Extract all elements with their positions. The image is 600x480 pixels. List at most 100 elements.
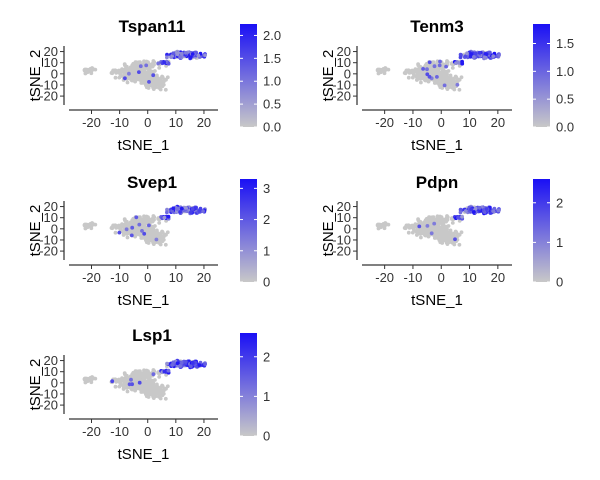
cell-point (114, 379, 119, 384)
x-tick-label: 10 (462, 115, 476, 130)
cell-point (436, 236, 441, 241)
cell-point (166, 61, 171, 66)
cell-point (415, 76, 420, 81)
y-tick-label: -20 (39, 89, 58, 104)
y-tick-label: -20 (332, 89, 351, 104)
cell-point (418, 219, 423, 224)
cell-point (438, 59, 442, 64)
cell-point (482, 55, 487, 60)
cell-point (162, 78, 166, 83)
cell-point (150, 378, 155, 383)
cell-point (93, 376, 98, 381)
feature-panel-svep1: -20 -10 0 10 2020100-10-20Svep1tSNE_1tSNE_20… (27, 173, 270, 309)
cell-point (157, 241, 161, 245)
cell-point (147, 382, 151, 387)
cell-point (428, 226, 433, 231)
cell-point (457, 219, 462, 223)
cell-point (142, 68, 147, 73)
cell-point (440, 228, 445, 233)
cell-point (458, 210, 463, 215)
cell-point (135, 63, 140, 67)
cell-point (416, 217, 420, 222)
cell-point (122, 371, 127, 375)
cell-point (416, 62, 420, 66)
x-tick-label: 20 (491, 115, 505, 130)
cell-point (477, 205, 482, 210)
cell-point (456, 215, 460, 220)
cell-point (151, 63, 156, 68)
cell-point (134, 386, 139, 391)
cell-point (133, 222, 138, 227)
y-tick-label: 0 (344, 221, 351, 236)
x-tick-label: -20 (375, 270, 394, 285)
cell-point (151, 384, 156, 389)
cell-point (126, 71, 131, 76)
colorbar-tick-label: 2 (263, 349, 270, 364)
y-tick-label: 10 (44, 210, 58, 225)
cell-point (143, 390, 147, 395)
cell-point (450, 221, 455, 225)
cell-point (435, 216, 440, 221)
cell-point (469, 207, 474, 212)
cell-point (125, 235, 130, 240)
cell-point (128, 220, 133, 225)
cell-point (83, 223, 87, 228)
cell-point (147, 219, 152, 224)
cell-point (162, 387, 166, 392)
point-layer (82, 358, 208, 401)
cell-point (140, 220, 145, 225)
cell-point (386, 67, 391, 72)
cell-point (449, 231, 453, 235)
cell-point (454, 75, 459, 80)
cell-point (146, 215, 150, 220)
cell-point (425, 224, 430, 228)
x-tick-label: 0 (144, 270, 151, 285)
x-axis-label: tSNE_1 (118, 292, 170, 309)
cell-point (427, 60, 432, 65)
colorbar-tick-label: 1 (556, 235, 563, 250)
cell-point (165, 52, 169, 57)
cell-point (178, 210, 183, 214)
cell-point (430, 66, 435, 71)
cell-point (83, 68, 87, 73)
cell-point (446, 84, 451, 88)
cell-point (454, 230, 459, 235)
cell-point (459, 230, 464, 235)
cell-point (477, 50, 482, 55)
y-tick-label: 10 (44, 55, 58, 70)
cell-point (157, 86, 161, 90)
cell-point (455, 82, 460, 87)
cell-point (440, 73, 445, 78)
cell-point (140, 374, 145, 379)
cell-point (491, 209, 496, 214)
cell-point (406, 75, 411, 80)
feature-panel-tspan11: -20 -10 0 10 2020100-10-20Tspan11tSNE_1tSNE_… (27, 17, 281, 154)
cell-point (418, 75, 423, 80)
cell-point (86, 224, 90, 229)
cell-point (436, 68, 440, 73)
cell-point (165, 361, 169, 366)
cell-point (113, 384, 118, 389)
cell-point (175, 52, 180, 57)
cell-point (159, 79, 164, 84)
cell-point (155, 76, 160, 80)
cell-point (457, 242, 462, 247)
cell-point (455, 233, 460, 238)
cell-point (154, 237, 159, 242)
cell-point (129, 377, 133, 382)
cell-point (408, 70, 412, 75)
colorbar-tick-label: 2 (556, 195, 563, 210)
cell-point (117, 230, 122, 235)
cell-point (473, 51, 478, 56)
cell-point (83, 377, 87, 382)
cell-point (189, 210, 193, 215)
cell-point (122, 62, 127, 66)
cell-point (165, 384, 170, 389)
cell-point (449, 234, 454, 239)
cell-point (140, 229, 144, 233)
cell-point (420, 226, 425, 231)
cell-point (175, 207, 180, 212)
cell-point (460, 214, 464, 219)
cell-point (113, 230, 118, 235)
x-tick-label: -20 (82, 115, 101, 130)
